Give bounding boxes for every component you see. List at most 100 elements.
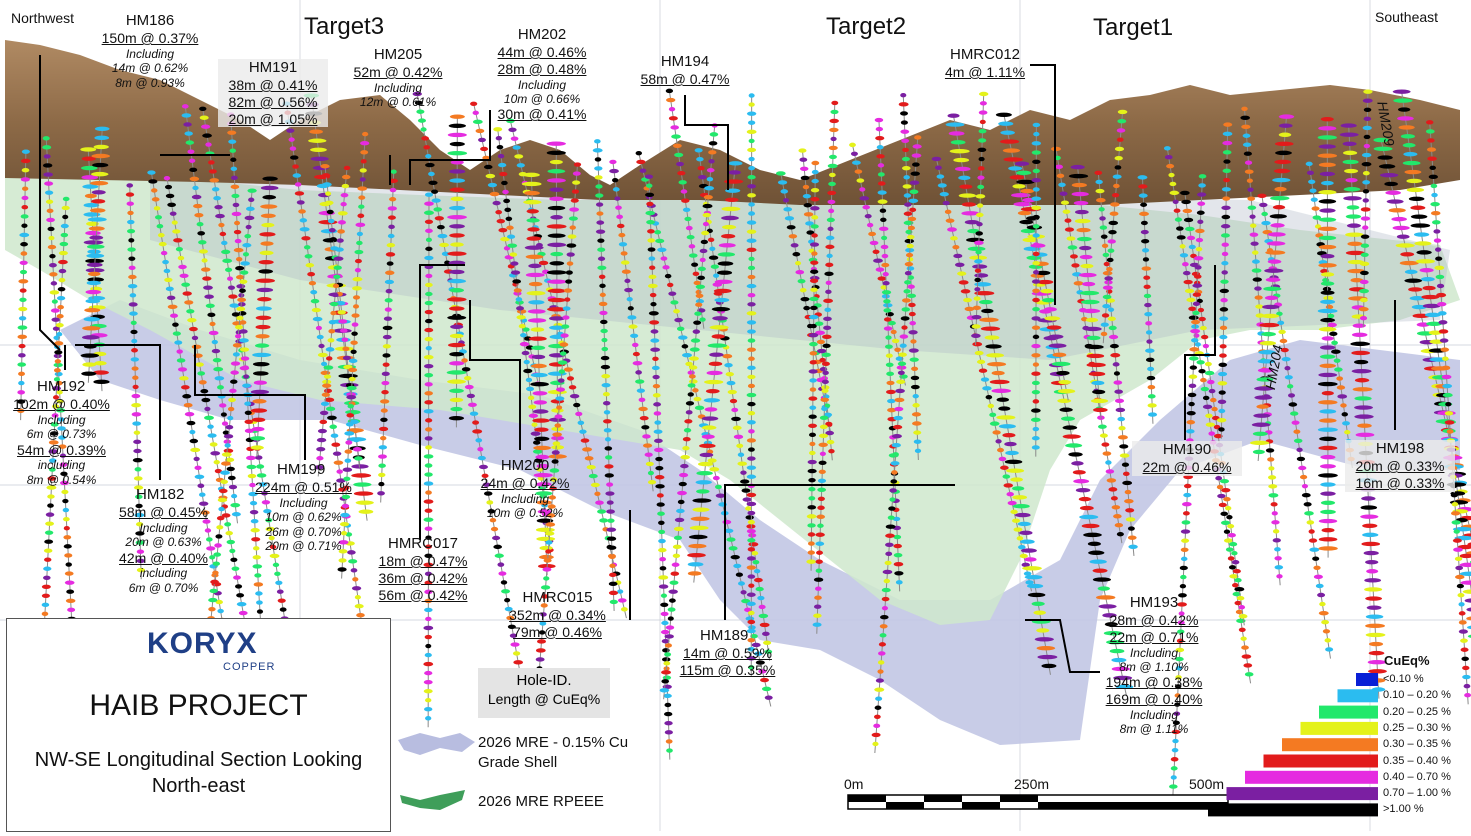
assay-interval (352, 586, 361, 590)
assay-interval (528, 264, 541, 268)
assay-interval (550, 252, 563, 256)
assay-interval (1182, 520, 1191, 524)
assay-interval (604, 410, 610, 414)
assay-interval (829, 173, 836, 177)
assay-interval (385, 298, 393, 302)
assay-interval (1261, 212, 1268, 216)
assay-interval (907, 235, 914, 239)
assay-interval (424, 400, 433, 404)
assay-interval (671, 572, 680, 576)
assay-interval (21, 224, 27, 228)
assay-interval (747, 229, 757, 233)
assay-interval (907, 257, 914, 261)
assay-interval (882, 254, 889, 258)
assay-interval (447, 297, 467, 301)
assay-interval (1322, 391, 1334, 395)
assay-interval (882, 294, 890, 298)
assay-interval (986, 395, 993, 399)
assay-interval (1302, 484, 1308, 488)
assay-interval (597, 248, 605, 252)
assay-interval (228, 285, 235, 289)
assay-interval (491, 527, 498, 531)
assay-interval (1304, 511, 1314, 515)
assay-interval (1063, 434, 1081, 438)
assay-interval (978, 138, 986, 142)
assay-interval (900, 334, 908, 338)
assay-interval (293, 173, 302, 177)
assay-interval (747, 375, 755, 379)
assay-interval (1250, 223, 1256, 227)
assay-interval (717, 270, 732, 274)
assay-interval (564, 367, 573, 371)
assay-interval (50, 290, 60, 294)
assay-interval (1244, 152, 1252, 156)
assay-interval (1206, 422, 1215, 426)
assay-interval (295, 191, 304, 195)
assay-interval (1063, 425, 1078, 429)
assay-interval (498, 228, 507, 232)
assay-interval (1033, 224, 1040, 228)
assay-interval (977, 360, 985, 364)
assay-interval (875, 706, 882, 710)
hole-label-hm202: HM202 44m @ 0.46% 28m @ 0.48% Including … (487, 26, 597, 123)
assay-interval (591, 483, 600, 487)
assay-interval (1100, 433, 1108, 437)
assay-interval (1366, 569, 1378, 573)
assay-interval (492, 536, 500, 540)
assay-interval (543, 576, 549, 580)
assay-interval (1437, 302, 1446, 306)
assay-interval (1063, 209, 1071, 213)
assay-interval (261, 214, 276, 218)
assay-interval (661, 621, 668, 625)
target3-label: Target3 (304, 13, 384, 41)
assay-interval (690, 526, 709, 530)
assay-interval (888, 506, 895, 510)
assay-interval (87, 244, 105, 248)
assay-interval (747, 493, 757, 497)
assay-interval (1171, 757, 1179, 761)
assay-interval (1276, 574, 1282, 578)
assay-interval (424, 472, 433, 476)
assay-interval (327, 338, 334, 342)
assay-interval (1294, 439, 1303, 443)
assay-interval (653, 402, 661, 406)
assay-interval (349, 359, 358, 363)
assay-interval (173, 331, 181, 335)
assay-interval (57, 296, 65, 300)
assay-interval (361, 159, 367, 163)
assay-interval (550, 160, 563, 164)
assay-interval (886, 312, 894, 316)
assay-interval (709, 467, 719, 471)
assay-interval (1101, 234, 1108, 238)
assay-interval (510, 642, 519, 646)
intercept: 20m @ 0.33% (1345, 458, 1455, 475)
assay-interval (355, 595, 361, 599)
assay-interval (747, 475, 756, 479)
assay-interval (1032, 436, 1040, 440)
assay-interval (1193, 293, 1201, 297)
assay-interval (1092, 390, 1105, 394)
assay-interval (883, 570, 893, 574)
assay-interval (880, 615, 889, 619)
assay-interval (1100, 225, 1107, 229)
assay-interval (874, 715, 881, 719)
assay-interval (655, 457, 663, 461)
assay-interval (736, 444, 743, 448)
assay-interval (246, 456, 256, 460)
assay-interval (1377, 155, 1392, 159)
assay-interval (227, 467, 235, 471)
assay-interval (1205, 362, 1212, 366)
scale-label-250: 250m (1014, 775, 1049, 793)
assay-interval (353, 304, 359, 308)
assay-interval (828, 182, 836, 186)
assay-interval (325, 191, 331, 195)
assay-interval (849, 143, 856, 147)
assay-interval (1033, 270, 1039, 274)
assay-interval (974, 259, 982, 263)
assay-interval (1113, 380, 1122, 384)
assay-interval (689, 356, 699, 360)
assay-interval (63, 508, 69, 512)
assay-interval (1201, 335, 1208, 339)
assay-interval (326, 347, 335, 351)
assay-interval (256, 306, 272, 310)
